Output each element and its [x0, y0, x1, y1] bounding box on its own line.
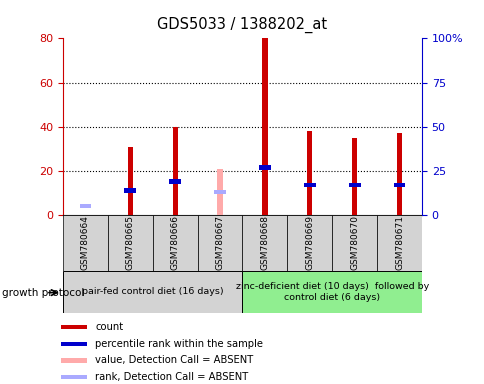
Text: GSM780666: GSM780666 — [170, 215, 180, 270]
Text: GSM780671: GSM780671 — [394, 215, 403, 270]
Text: rank, Detection Call = ABSENT: rank, Detection Call = ABSENT — [95, 372, 248, 382]
Text: GSM780667: GSM780667 — [215, 215, 224, 270]
Text: GSM780669: GSM780669 — [304, 215, 314, 270]
Text: growth protocol: growth protocol — [2, 288, 85, 298]
Bar — [242, 271, 421, 313]
Bar — [287, 215, 332, 271]
Bar — [258, 165, 270, 170]
Bar — [396, 133, 401, 215]
Bar — [152, 215, 197, 271]
Bar — [61, 358, 87, 362]
Bar — [306, 131, 312, 215]
Bar — [107, 215, 152, 271]
Bar — [63, 215, 107, 271]
Text: count: count — [95, 322, 123, 332]
Text: GSM780668: GSM780668 — [260, 215, 269, 270]
Bar — [63, 271, 242, 313]
Bar — [79, 204, 91, 209]
Text: GSM780665: GSM780665 — [125, 215, 135, 270]
Text: GDS5033 / 1388202_at: GDS5033 / 1388202_at — [157, 17, 327, 33]
Bar — [61, 342, 87, 346]
Bar — [262, 38, 267, 215]
Text: percentile rank within the sample: percentile rank within the sample — [95, 339, 263, 349]
Bar — [376, 215, 421, 271]
Bar — [169, 179, 181, 184]
Bar — [217, 169, 222, 215]
Bar — [351, 138, 357, 215]
Text: pair-fed control diet (16 days): pair-fed control diet (16 days) — [82, 287, 223, 296]
Bar — [61, 375, 87, 379]
Bar — [124, 188, 136, 192]
Bar — [127, 147, 133, 215]
Bar — [303, 183, 315, 187]
Bar — [332, 215, 376, 271]
Bar — [61, 325, 87, 329]
Bar — [172, 127, 178, 215]
Bar — [348, 183, 360, 187]
Bar — [242, 215, 287, 271]
Bar — [393, 183, 405, 187]
Text: GSM780664: GSM780664 — [81, 215, 90, 270]
Text: GSM780670: GSM780670 — [349, 215, 359, 270]
Text: value, Detection Call = ABSENT: value, Detection Call = ABSENT — [95, 356, 253, 366]
Text: zinc-deficient diet (10 days)  followed by
control diet (6 days): zinc-deficient diet (10 days) followed b… — [235, 282, 428, 301]
Bar — [214, 190, 226, 194]
Bar — [197, 215, 242, 271]
